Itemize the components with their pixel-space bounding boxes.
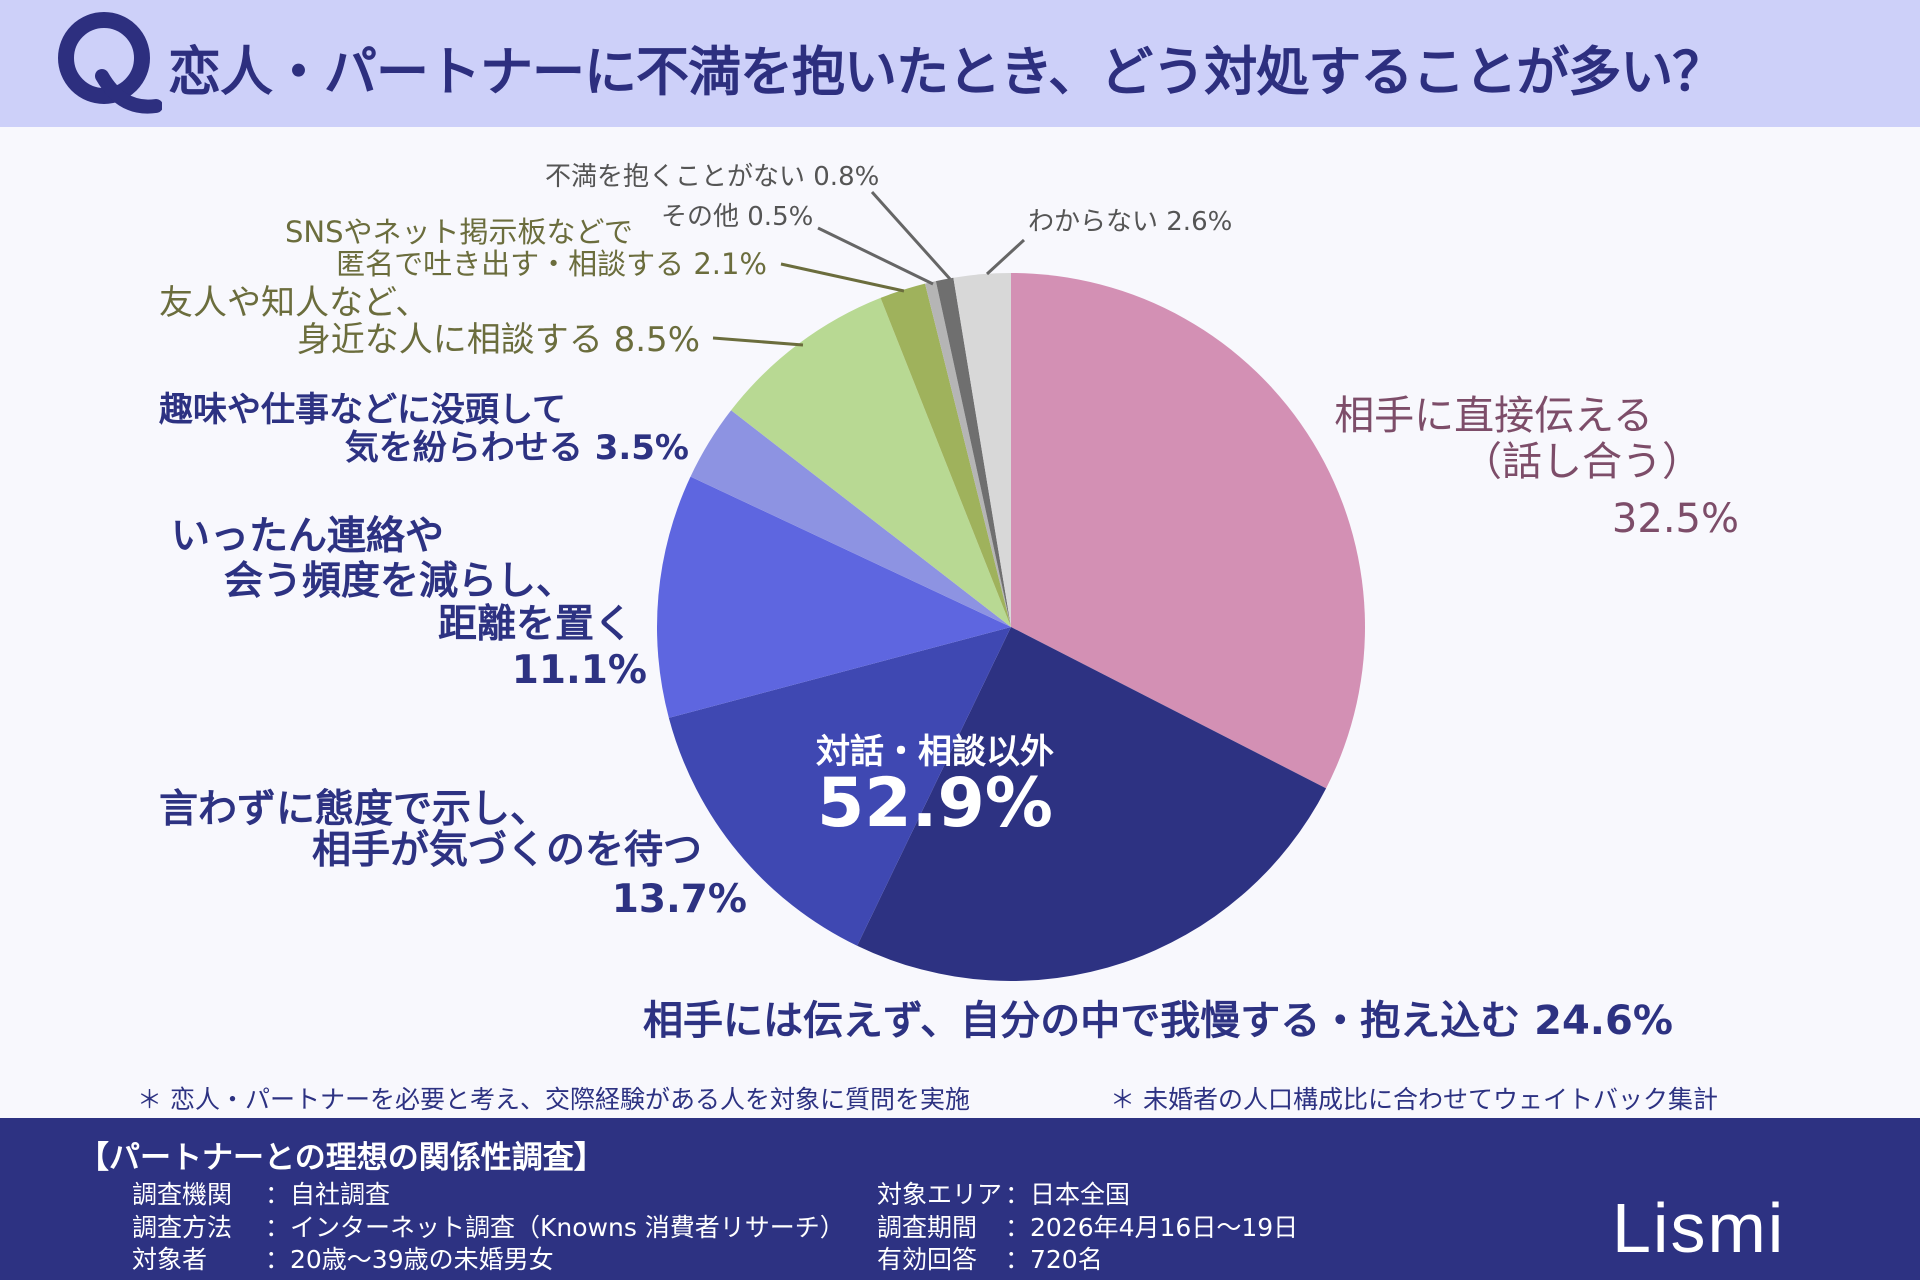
pie-slice-9 [953, 273, 1011, 627]
info-value: ：自社調査 [265, 1180, 391, 1209]
label-distance-1: いったん連絡や [171, 514, 445, 559]
pie-slice-5 [731, 297, 1011, 627]
label-direct-value: 32.5% [1611, 496, 1739, 542]
label-direct-2: （話し合う） [1462, 439, 1702, 485]
info-value: ：インターネット調査（Knowns 消費者リサーチ） [265, 1213, 845, 1242]
annotation-value: 52.9% [817, 764, 1053, 843]
label-friend-2: 身近な人に相談する 8.5% [296, 320, 700, 360]
pie-slice-7 [925, 281, 1011, 627]
label-other: その他 0.5% [661, 202, 814, 232]
lismi-logo: Lismi [1612, 1189, 1786, 1267]
label-hobby-2: 気を紛らわせる 3.5% [344, 428, 689, 468]
footnote-weight: ＊ 未婚者の人口構成比に合わせてウェイトバック集計 [1110, 1085, 1718, 1114]
leader-line-sns [780, 262, 905, 293]
label-endure: 相手には伝えず、自分の中で我慢する・抱え込む 24.6% [643, 998, 1673, 1044]
label-direct-1: 相手に直接伝える [1334, 393, 1653, 439]
leader-line-none [870, 190, 952, 281]
pie-slice-8 [935, 277, 1011, 627]
footer: 【パートナーとの理想の関係性調査】 調査機関 ：自社調査 調査方法 ：インターネ… [0, 1118, 1920, 1280]
pie-slice-6 [880, 283, 1011, 627]
leader-line-unknown [985, 238, 1026, 276]
pie-slice-2 [668, 627, 1011, 946]
label-distance-value: 11.1% [511, 648, 647, 693]
label-attitude-1: 言わずに態度で示し、 [159, 787, 550, 832]
leader-line-other [817, 226, 934, 286]
info-key: 対象者 [132, 1245, 208, 1274]
info-value: ：日本全国 [1005, 1180, 1131, 1209]
label-none: 不満を抱くことがない 0.8% [545, 162, 880, 192]
label-sns-1: SNSやネット掲示板などで [285, 215, 633, 249]
info-value: ：720名 [1005, 1245, 1103, 1274]
info-key: 調査方法 [132, 1213, 233, 1242]
leader-line-friend [712, 336, 804, 347]
pie-slice-1 [857, 627, 1327, 981]
label-sns-2: 匿名で吐き出す・相談する 2.1% [336, 247, 767, 281]
annotation-label: 対話・相談以外 [816, 732, 1054, 772]
label-distance-3: 距離を置く [437, 602, 633, 647]
info-key: 対象エリア [877, 1180, 1003, 1209]
q-logo-icon [58, 12, 162, 114]
label-attitude-value: 13.7% [611, 877, 747, 922]
label-hobby-1: 趣味や仕事などに没頭して [159, 390, 566, 430]
info-value: ：20歳～39歳の未婚男女 [265, 1245, 554, 1274]
label-friend-1: 友人や知人など、 [159, 283, 430, 323]
info-key: 調査機関 [132, 1180, 233, 1209]
header-band: 恋人・パートナーに不満を抱いたとき、どう対処することが多い？ [0, 0, 1920, 127]
info-value: ：2026年4月16日～19日 [1005, 1213, 1299, 1242]
pie-slice-4 [690, 410, 1011, 627]
info-key: 有効回答 [877, 1245, 978, 1274]
label-attitude-2: 相手が気づくのを待つ [311, 828, 702, 873]
pie-slice-3 [657, 476, 1011, 718]
pie-slice-0 [1011, 273, 1365, 789]
label-unknown: わからない 2.6% [1028, 207, 1233, 237]
footnote-target: ＊ 恋人・パートナーを必要と考え、交際経験がある人を対象に質問を実施 [137, 1085, 970, 1114]
label-distance-2: 会う頻度を減らし、 [224, 559, 576, 604]
info-key: 調査期間 [877, 1213, 978, 1242]
survey-title: 【パートナーとの理想の関係性調査】 [78, 1140, 605, 1176]
page-title: 恋人・パートナーに不満を抱いたとき、どう対処することが多い？ [168, 42, 1725, 103]
